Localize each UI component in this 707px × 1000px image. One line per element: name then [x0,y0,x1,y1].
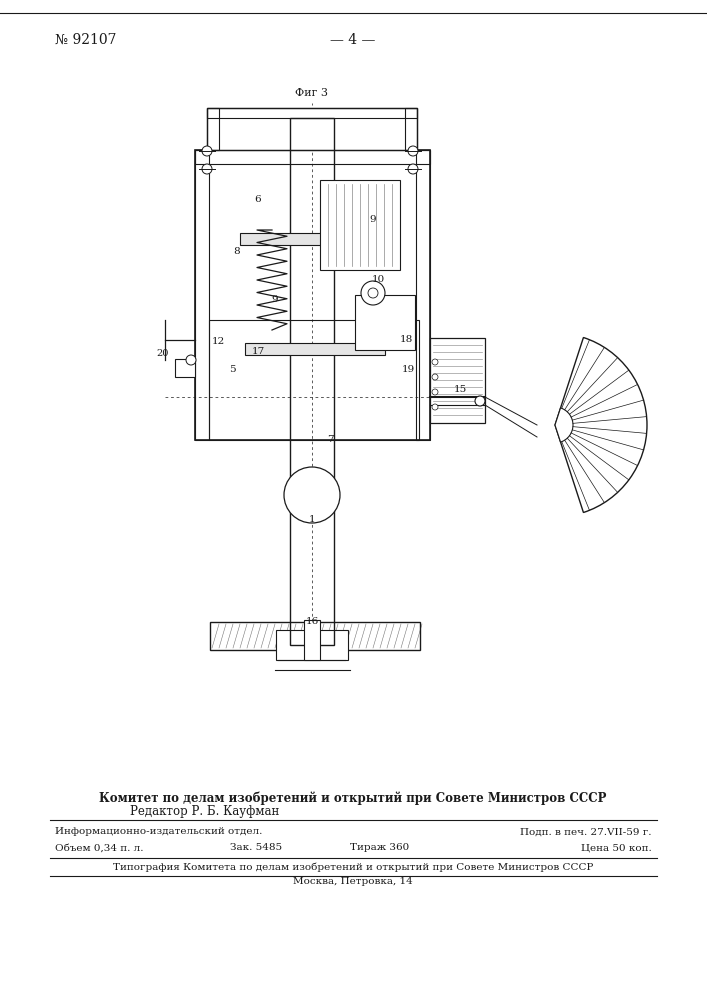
Bar [416,150,430,440]
Bar [405,108,417,150]
Circle shape [202,164,212,174]
Circle shape [368,288,378,298]
Bar [304,620,320,660]
Bar [207,108,417,118]
Bar [207,108,417,150]
Bar [276,630,348,660]
Circle shape [432,404,438,410]
Text: № 92107: № 92107 [55,33,117,47]
Bar [195,150,430,440]
Text: 6: 6 [255,196,262,205]
Text: Типография Комитета по делам изобретений и открытий при Совете Министров СССР: Типография Комитета по делам изобретений… [113,862,593,872]
Circle shape [432,374,438,380]
Bar [209,320,419,440]
Text: Зак. 5485: Зак. 5485 [230,844,282,852]
Wedge shape [555,408,573,442]
Text: 1: 1 [309,516,315,524]
Circle shape [284,467,340,523]
Text: 10: 10 [371,275,385,284]
Text: 16: 16 [305,617,319,626]
Text: 5: 5 [228,365,235,374]
Bar [240,233,385,245]
Text: Тираж 360: Тираж 360 [351,844,409,852]
Text: 15: 15 [453,385,467,394]
Bar [207,108,219,150]
Bar [195,150,430,164]
Bar [245,343,385,355]
Bar [210,622,420,650]
Bar [207,108,417,118]
Text: 19: 19 [402,365,414,374]
Bar [209,320,419,440]
Text: 9: 9 [370,216,376,225]
Bar [195,150,430,164]
Bar [195,150,209,440]
Bar [195,150,209,440]
Bar [430,338,485,423]
Bar [320,180,400,270]
Text: 20: 20 [157,349,169,358]
Circle shape [432,389,438,395]
Text: — 4 —: — 4 — [330,33,375,47]
Bar [355,295,415,350]
Circle shape [202,146,212,156]
Text: Цена 50 коп.: Цена 50 коп. [581,844,652,852]
Text: 17: 17 [252,348,264,357]
Text: Подп. в печ. 27.VII-59 г.: Подп. в печ. 27.VII-59 г. [520,828,652,836]
Text: 9: 9 [271,296,279,304]
Wedge shape [555,338,647,512]
Text: 12: 12 [211,338,225,347]
Text: Комитет по делам изобретений и открытий при Совете Министров СССР: Комитет по делам изобретений и открытий … [99,791,607,805]
Text: Объем 0,34 п. л.: Объем 0,34 п. л. [55,844,144,852]
Bar [207,108,219,150]
Bar [290,118,334,645]
Text: Москва, Петровка, 14: Москва, Петровка, 14 [293,878,413,886]
Bar [290,118,334,645]
Text: 7: 7 [327,436,333,444]
Bar [405,108,417,150]
Circle shape [432,359,438,365]
Text: 8: 8 [234,247,240,256]
Circle shape [186,355,196,365]
Text: 18: 18 [399,336,413,344]
Circle shape [361,281,385,305]
Circle shape [475,396,485,406]
Bar [175,359,195,377]
Circle shape [408,164,418,174]
Text: Фиг 3: Фиг 3 [296,88,329,98]
Circle shape [408,146,418,156]
Text: Редактор Р. Б. Кауфман: Редактор Р. Б. Кауфман [130,806,279,818]
Bar [416,150,430,440]
Text: Информационно-издательский отдел.: Информационно-издательский отдел. [55,828,262,836]
